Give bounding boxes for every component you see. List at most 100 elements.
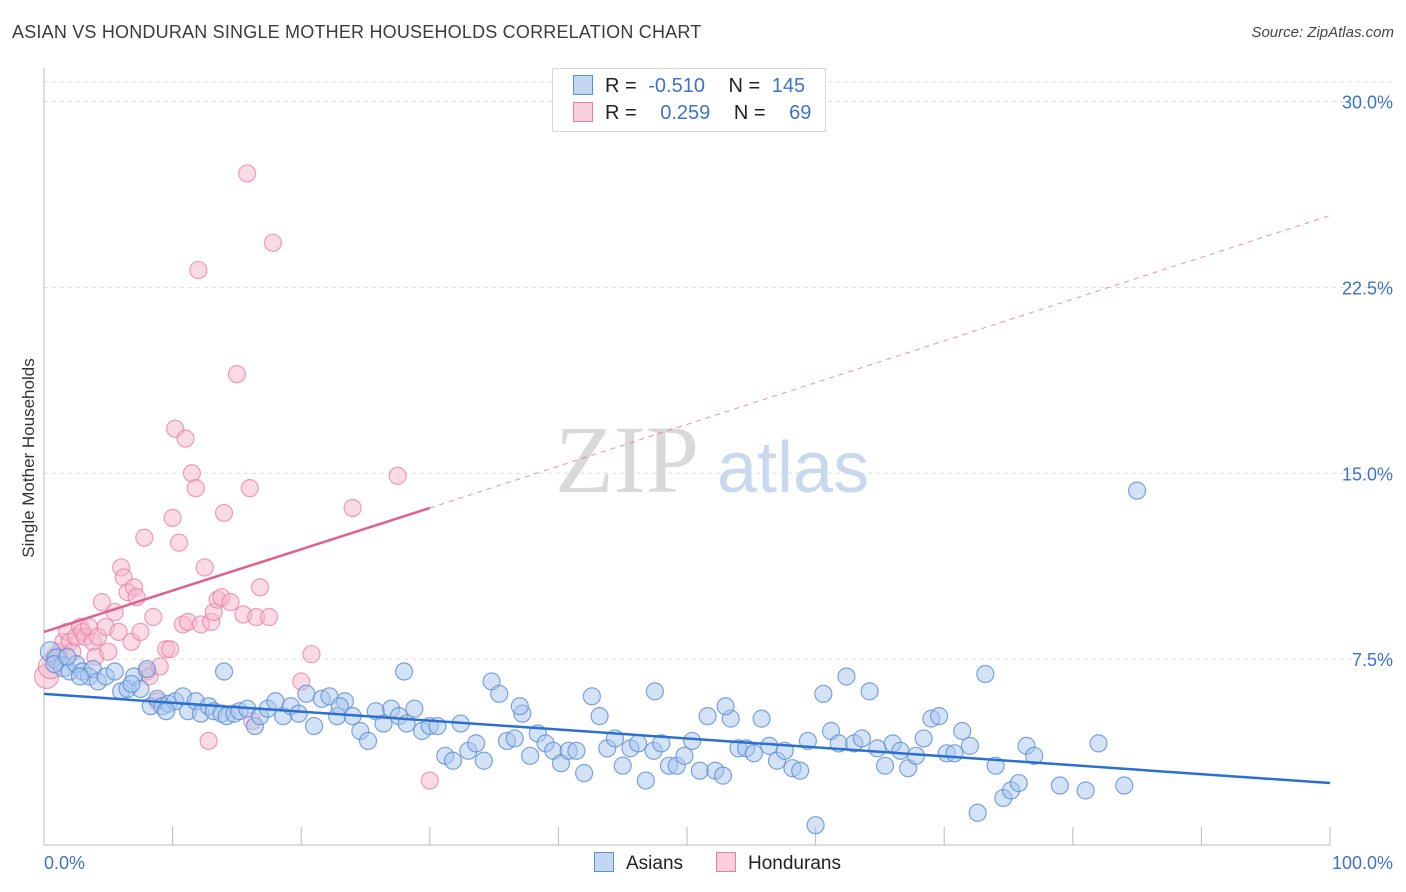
- watermark: ZIP atlas: [555, 406, 869, 513]
- asian-point: [629, 734, 648, 753]
- asian-point: [875, 756, 895, 775]
- honduran-point: [92, 593, 111, 612]
- honduran-point: [343, 498, 362, 518]
- honduran-point: [182, 464, 201, 483]
- legend-hondurans-label: Hondurans: [748, 853, 841, 874]
- asian-point: [852, 729, 871, 748]
- honduran-point: [214, 503, 234, 523]
- honduran-point: [135, 528, 154, 547]
- asian-point: [953, 721, 972, 741]
- hondurans-trend-extension: [429, 214, 1331, 509]
- asian-point: [752, 709, 771, 728]
- asians-n-value: 145: [771, 75, 806, 97]
- asians-trend-line: [43, 692, 1331, 785]
- x-tick-label-min: 0.0%: [44, 853, 85, 873]
- asian-point: [510, 697, 529, 716]
- y-tick-label-3: 30.0%: [1342, 93, 1393, 113]
- legend-item-asians: Asians: [594, 852, 683, 875]
- honduran-point: [420, 771, 439, 790]
- asian-point: [652, 734, 671, 753]
- honduran-point: [189, 260, 208, 280]
- asian-point: [868, 739, 887, 758]
- asian-point: [744, 744, 763, 763]
- asian-point: [105, 662, 124, 681]
- hondurans-points: [33, 164, 439, 790]
- honduran-point: [238, 164, 257, 183]
- asian-point: [716, 697, 735, 716]
- y-tick-labels: 7.5% 15.0% 22.5% 30.0%: [1342, 93, 1393, 671]
- asian-point: [157, 702, 176, 721]
- asian-point: [929, 707, 949, 726]
- honduran-point: [163, 508, 182, 527]
- asian-point: [683, 731, 702, 751]
- asian-point: [590, 707, 609, 726]
- asians-r-value: -0.510: [648, 75, 705, 97]
- hondurans-trend-line: [43, 506, 431, 634]
- honduran-point: [221, 593, 240, 612]
- asian-point: [405, 699, 424, 718]
- asian-point: [374, 714, 393, 733]
- x-tick-label-max: 100.0%: [1332, 853, 1393, 873]
- trend-lines: [43, 214, 1331, 785]
- asian-point: [675, 746, 694, 765]
- honduran-point: [160, 640, 180, 659]
- y-tick-label-1: 15.0%: [1342, 464, 1393, 484]
- asian-point: [1025, 746, 1044, 765]
- asian-point: [330, 697, 349, 716]
- asian-point: [976, 664, 995, 684]
- asian-point: [1089, 734, 1108, 753]
- asians-r-label: R =: [605, 75, 637, 97]
- asian-point: [505, 729, 524, 748]
- asian-point: [968, 803, 987, 822]
- asian-point: [214, 662, 234, 681]
- asian-point: [289, 704, 308, 723]
- legend-asians-swatch: [594, 852, 614, 872]
- y-tick-label-0: 7.5%: [1352, 650, 1393, 670]
- asian-point: [466, 734, 486, 753]
- honduran-point: [388, 466, 407, 485]
- asian-point: [713, 766, 733, 785]
- asian-point: [297, 684, 316, 703]
- asians-swatch: [573, 75, 593, 95]
- honduran-point: [186, 479, 205, 498]
- honduran-point: [250, 578, 270, 597]
- asian-point: [791, 761, 810, 780]
- asian-point: [1076, 781, 1095, 800]
- honduran-point: [240, 479, 259, 498]
- asian-point: [122, 674, 141, 694]
- chart-title: ASIAN VS HONDURAN SINGLE MOTHER HOUSEHOL…: [12, 22, 702, 42]
- asian-point: [58, 647, 77, 666]
- asians-n-label: N =: [728, 75, 761, 97]
- honduran-point: [109, 622, 128, 641]
- honduran-point: [169, 533, 189, 552]
- asian-point: [521, 746, 540, 765]
- asian-point: [394, 662, 414, 681]
- honduran-point: [144, 607, 163, 627]
- asian-point: [960, 736, 980, 755]
- asian-point: [806, 816, 825, 835]
- asian-point: [70, 667, 90, 686]
- legend-asians-label: Asians: [626, 853, 684, 874]
- hondurans-r-value: 0.259: [660, 102, 711, 124]
- asian-point: [914, 729, 933, 748]
- honduran-point: [176, 429, 195, 448]
- asian-point: [698, 707, 717, 726]
- asian-point: [986, 756, 1005, 775]
- asian-point: [582, 687, 601, 706]
- axes: [43, 68, 1331, 846]
- asian-point: [837, 667, 856, 686]
- stats-legend: R = -0.510 N = 145 R = 0.259 N = 69: [552, 68, 826, 132]
- hondurans-swatch: [573, 102, 593, 122]
- asian-point: [891, 741, 910, 760]
- asian-point: [443, 751, 463, 770]
- asian-point: [137, 659, 156, 679]
- asian-point: [1009, 773, 1028, 793]
- honduran-point: [227, 365, 246, 384]
- legend-hondurans-swatch: [716, 852, 736, 872]
- asian-point: [636, 771, 655, 790]
- honduran-point: [199, 731, 218, 751]
- asian-point: [1050, 776, 1070, 795]
- hondurans-n-value: 69: [789, 102, 812, 124]
- y-axis-label: Single Mother Households: [19, 358, 38, 557]
